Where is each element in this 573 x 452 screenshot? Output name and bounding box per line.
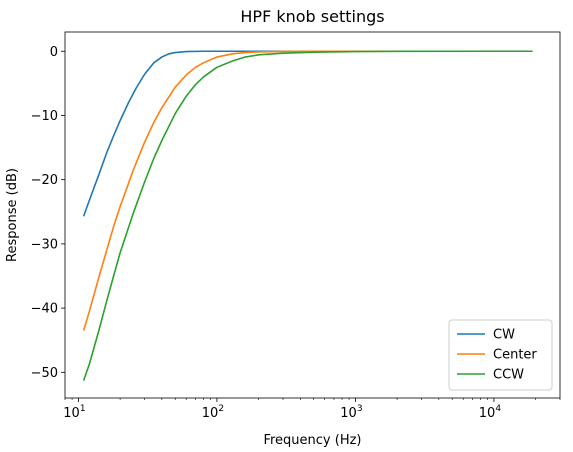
x-axis-label: Frequency (Hz)	[263, 433, 361, 448]
series-line-cw	[82, 50, 533, 217]
legend-label: CCW	[493, 368, 524, 383]
y-tick-label: 0	[50, 45, 58, 60]
chart-title: HPF knob settings	[240, 7, 384, 26]
legend-box	[448, 319, 553, 391]
x-tick-label: 101	[63, 404, 85, 421]
legend-label: CW	[493, 328, 515, 343]
y-axis: 0 −10 −20 −30 −40 −50	[31, 45, 65, 381]
x-tick-label: 103	[340, 404, 362, 421]
x-tick-label: 102	[202, 404, 224, 421]
y-tick-label: −10	[31, 109, 58, 124]
series-line-center	[82, 50, 533, 331]
legend: CW Center CCW	[448, 319, 553, 391]
y-tick-label: −50	[31, 366, 58, 381]
y-tick-label: −40	[31, 302, 58, 317]
legend-label: Center	[493, 348, 537, 363]
plot-area	[82, 50, 533, 381]
y-tick-label: −20	[31, 173, 58, 188]
plot-frame	[64, 31, 561, 399]
y-tick-label: −30	[31, 237, 58, 252]
y-axis-label: Response (dB)	[5, 168, 20, 262]
x-axis: 101 102 103 104	[63, 398, 561, 421]
x-tick-label: 104	[479, 404, 502, 421]
series-line-ccw	[82, 50, 533, 381]
